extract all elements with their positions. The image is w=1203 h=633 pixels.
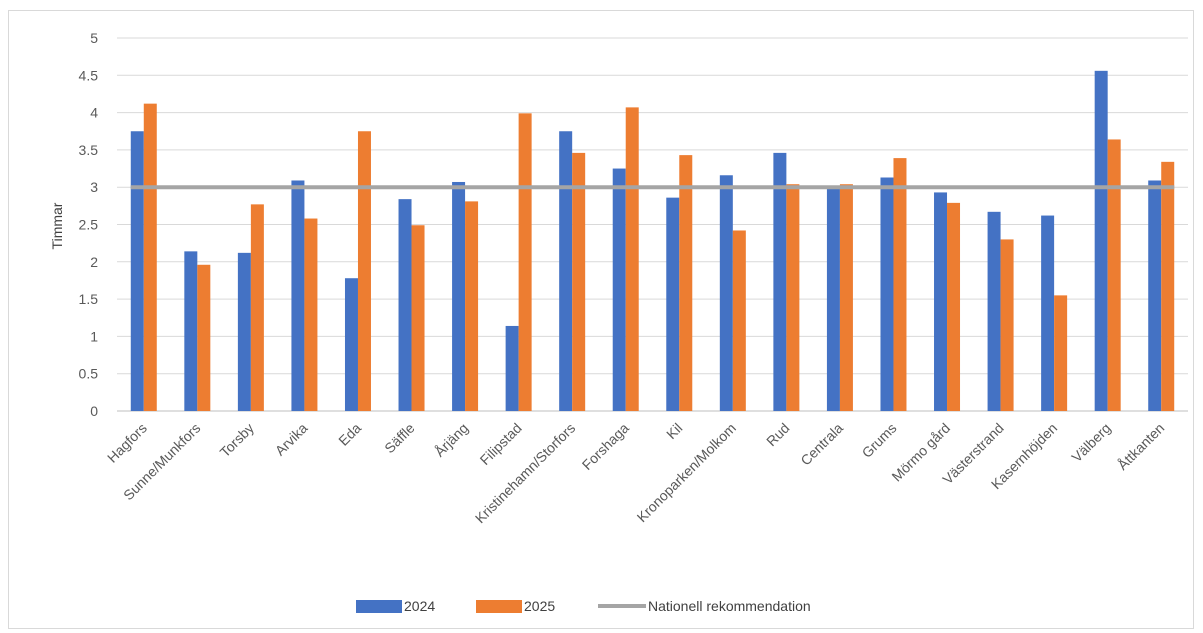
x-tick-label: Arvika: [272, 420, 311, 459]
bar-2025-eda: [357, 131, 371, 411]
y-axis-label: Timmar: [49, 202, 65, 249]
y-tick-label: 0.5: [79, 366, 99, 382]
y-tick-label: 1: [90, 328, 98, 344]
bars: [130, 70, 1175, 412]
x-tick-label: Säffle: [381, 420, 418, 457]
bar-2025-grums: [893, 158, 907, 411]
y-tick-label: 5: [90, 30, 98, 46]
bar-2024-kristinehamn-storfors: [559, 131, 573, 411]
bar-2025-säffle: [411, 225, 425, 411]
bar-2024-hagfors: [130, 131, 144, 411]
bar-2024-kronoparken-molkom: [719, 175, 733, 411]
bar-2024-torsby: [237, 252, 251, 411]
bar-2025-kasernhöjden: [1054, 295, 1068, 411]
bar-2024-kil: [666, 197, 680, 411]
x-tick-label: Forshaga: [579, 420, 632, 473]
bar-2025-hagfors: [143, 103, 157, 411]
bar-2025-torsby: [250, 204, 264, 411]
bar-2025-kristinehamn-storfors: [572, 152, 586, 411]
bar-2025-välberg: [1107, 139, 1121, 411]
legend-swatch-2024: [356, 600, 402, 613]
y-tick-label: 3.5: [79, 142, 99, 158]
y-tick-label: 1.5: [79, 291, 99, 307]
bar-2025-kronoparken-molkom: [732, 230, 746, 411]
bar-2025-forshaga: [625, 107, 639, 412]
x-tick-label: Kristinehamn/Storfors: [472, 420, 578, 526]
legend-label-reference: Nationell rekommendation: [648, 598, 811, 614]
legend-swatch-2025: [476, 600, 522, 613]
bar-2025-årjäng: [465, 201, 479, 411]
bar-2024-arvika: [291, 180, 305, 411]
y-tick-label: 2.5: [79, 217, 99, 233]
bar-2025-åttkanten: [1161, 161, 1175, 411]
y-tick-label: 4.5: [79, 67, 99, 83]
x-tick-label: Grums: [859, 420, 900, 461]
x-tick-label: Hagfors: [104, 420, 150, 466]
legend-label-2025: 2025: [524, 598, 555, 614]
bar-2025-filipstad: [518, 113, 532, 411]
bar-2025-kil: [679, 155, 693, 411]
bar-2024-centrala: [826, 187, 840, 411]
bar-2024-filipstad: [505, 325, 519, 411]
bar-2024-säffle: [398, 199, 412, 411]
x-tick-label: Kronoparken/Molkom: [634, 420, 739, 525]
x-tick-label: Filipstad: [477, 420, 525, 468]
y-axis-ticks: 0 0.5 1 1.5 2 2.5 3 3.5 4 4.5 5: [79, 30, 99, 419]
bar-2024-västerstrand: [987, 211, 1001, 411]
x-tick-label: Välberg: [1068, 420, 1113, 465]
gridlines: [117, 37, 1188, 412]
x-tick-label: Årjäng: [431, 420, 471, 460]
bar-2024-eda: [344, 278, 358, 411]
bar-2025-sunne-munkfors: [197, 264, 211, 411]
bar-2025-västerstrand: [1000, 239, 1014, 411]
x-tick-label: Rud: [763, 420, 792, 449]
legend-label-2024: 2024: [404, 598, 435, 614]
y-tick-label: 0: [90, 403, 98, 419]
bar-2025-mörmo-gård: [947, 202, 961, 411]
bar-2024-välberg: [1094, 70, 1108, 411]
legend: 2024 2025 Nationell rekommendation: [356, 598, 811, 614]
bar-2025-centrala: [839, 184, 853, 411]
x-tick-label: Centrala: [797, 420, 846, 469]
bar-2024-åttkanten: [1148, 180, 1162, 411]
bar-2024-mörmo-gård: [934, 192, 948, 411]
bar-2024-rud: [773, 152, 787, 411]
x-tick-label: Åttkanten: [1114, 420, 1167, 473]
x-tick-label: Kil: [663, 420, 685, 442]
bar-2024-sunne-munkfors: [184, 251, 198, 411]
y-tick-label: 2: [90, 254, 98, 270]
x-tick-label: Torsby: [217, 420, 257, 460]
y-tick-label: 4: [90, 105, 98, 121]
x-tick-label: Eda: [335, 420, 364, 449]
bar-2025-arvika: [304, 218, 318, 411]
bar-2024-grums: [880, 177, 894, 411]
bar-2025-rud: [786, 184, 800, 411]
bar-2024-kasernhöjden: [1041, 215, 1055, 411]
bar-2024-årjäng: [452, 181, 466, 411]
y-tick-label: 3: [90, 179, 98, 195]
bar-2024-forshaga: [612, 168, 626, 411]
